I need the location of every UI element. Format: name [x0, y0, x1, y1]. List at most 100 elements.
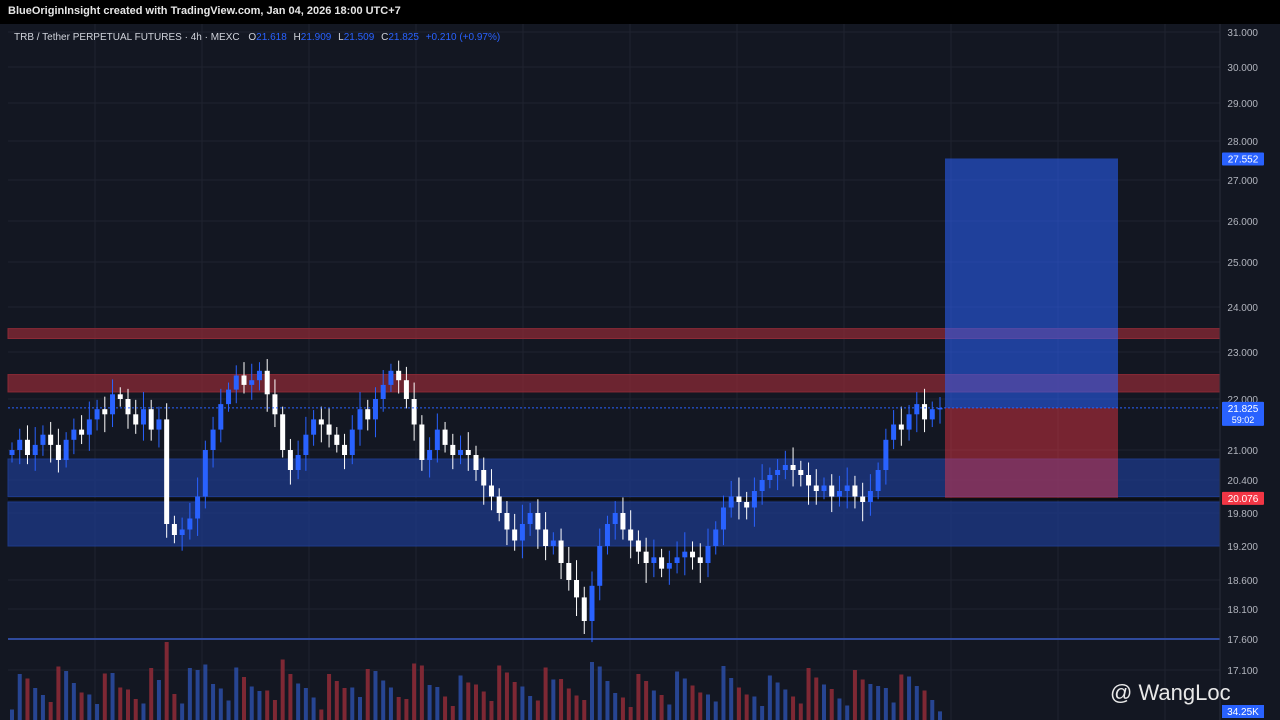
candle-body [937, 407, 943, 410]
svg-text:TRB / Tether PERPETUAL FUTURES: TRB / Tether PERPETUAL FUTURES · 4h · ME… [14, 32, 500, 43]
y-tick-label: 18.600 [1227, 576, 1258, 587]
price-label: 27.552 [1228, 154, 1259, 165]
volume-bar [342, 688, 347, 720]
volume-bar [535, 700, 540, 720]
volume-bar [512, 682, 517, 720]
volume-bar [87, 694, 92, 720]
watermark: @ WangLoc [1110, 680, 1231, 706]
candle-body [535, 513, 541, 530]
candle-body [434, 429, 440, 450]
candle-body [241, 375, 247, 385]
volume-bar [744, 694, 749, 720]
volume-bar [837, 698, 842, 720]
volume-bar [914, 686, 919, 720]
volume-bar [288, 674, 293, 720]
volume-bar [698, 692, 703, 720]
volume-bar [489, 701, 494, 720]
candle-body [256, 370, 262, 381]
candle-body [403, 380, 409, 399]
candle-body [210, 429, 216, 450]
volume-bar [450, 706, 455, 720]
candle-body [396, 370, 402, 381]
volume-bar [528, 696, 533, 720]
volume-bar [876, 686, 881, 720]
candle-body [651, 557, 657, 563]
candle-body [504, 513, 510, 530]
candle-body [713, 529, 719, 546]
candle-body [836, 491, 842, 497]
volume-label-bg [1222, 705, 1264, 718]
attribution-text: BlueOriginInsight created with TradingVi… [8, 5, 401, 17]
volume-bar [249, 686, 254, 720]
y-tick-label: 25.000 [1227, 258, 1258, 269]
candle-body [148, 409, 154, 430]
volume-bar [628, 707, 633, 720]
volume-bar [412, 663, 417, 720]
y-tick-label: 28.000 [1227, 137, 1258, 148]
candle-body [140, 409, 146, 425]
volume-bar [280, 659, 285, 720]
candle-body [914, 404, 920, 415]
volume-bar [311, 697, 316, 720]
volume-bar [899, 674, 904, 720]
candle-body [728, 496, 734, 508]
volume-bar [141, 703, 146, 720]
volume-bar [334, 681, 339, 720]
candle-body [481, 470, 487, 486]
y-tick-label: 17.600 [1227, 635, 1258, 646]
candle-body [512, 529, 518, 541]
price-label-bg [1222, 491, 1264, 505]
attribution-bar: BlueOriginInsight created with TradingVi… [0, 0, 1280, 24]
candle-body [527, 513, 533, 524]
candle-body [821, 485, 827, 491]
price-label: 20.076 [1228, 494, 1259, 505]
volume-bar [659, 695, 664, 720]
candle-body [380, 384, 386, 399]
candle-body [318, 419, 324, 425]
candle-body [612, 513, 618, 524]
candle-body [450, 444, 456, 455]
candle-body [465, 450, 471, 455]
volume-bar [520, 686, 525, 720]
y-tick-label: 20.400 [1227, 476, 1258, 487]
volume-bar [736, 687, 741, 720]
volume-bar [822, 684, 826, 720]
candle-body [929, 409, 935, 420]
volume-bar [195, 670, 200, 720]
candle-body [218, 404, 224, 430]
candle-body [566, 563, 572, 580]
candle-body [891, 424, 897, 440]
candle-body [117, 394, 123, 399]
candle-body [589, 585, 595, 621]
volume-bar [752, 696, 757, 720]
watermark-text: @ WangLoc [1110, 680, 1231, 705]
volume-bar [257, 691, 262, 720]
candle-body [736, 496, 742, 502]
volume-bar [868, 684, 873, 720]
candle-body [326, 424, 332, 435]
volume-bar [133, 699, 138, 720]
candle-body [488, 485, 494, 497]
candle-body [179, 529, 185, 535]
volume-bar [373, 671, 378, 720]
volume-bar [938, 711, 942, 720]
volume-bars [10, 642, 942, 720]
y-tick-label: 30.000 [1227, 63, 1258, 74]
target-zone [945, 158, 1118, 408]
volume-bar [930, 700, 935, 720]
volume-bar [783, 689, 788, 720]
volume-bar [303, 688, 308, 720]
candle-body [720, 507, 726, 530]
volume-bar [551, 679, 556, 720]
volume-bar [644, 681, 649, 720]
volume-bar [667, 704, 672, 720]
volume-bar [164, 642, 169, 720]
candle-body [32, 444, 38, 455]
candle-body [813, 485, 819, 491]
candle-body [102, 409, 108, 415]
symbol-label: TRB / Tether PERPETUAL FUTURES · 4h · ME… [14, 32, 240, 43]
candle-body [628, 529, 634, 541]
volume-bar [798, 703, 803, 720]
volume-bar [327, 674, 332, 720]
